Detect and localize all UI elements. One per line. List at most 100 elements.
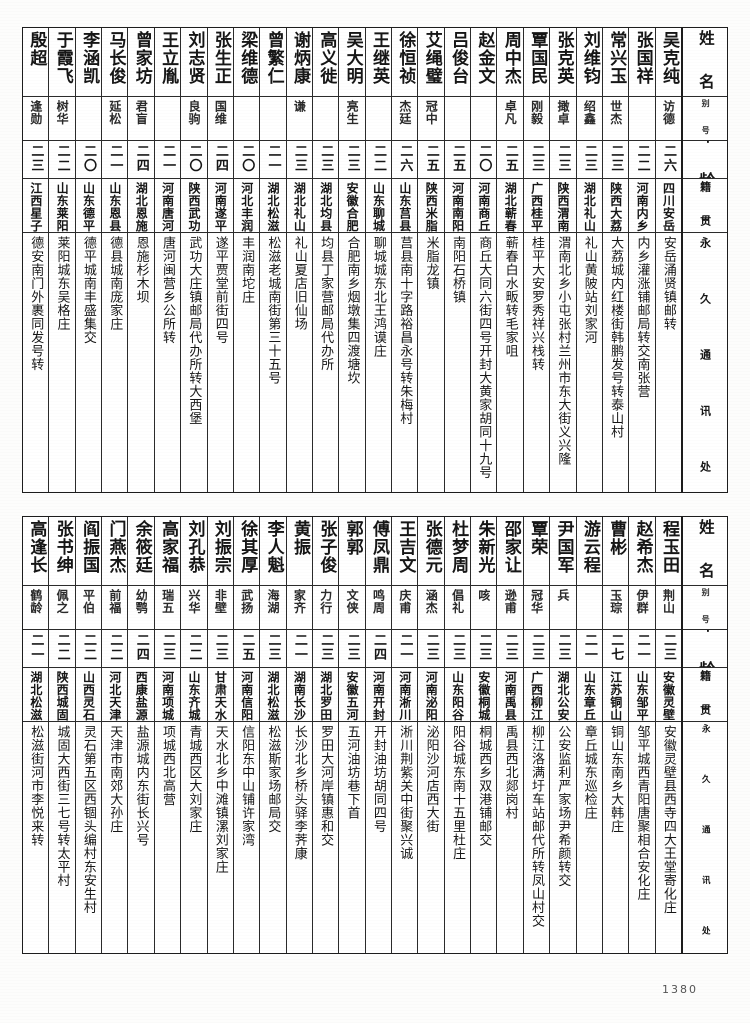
entry-address: 章丘城东巡检庄: [577, 722, 602, 953]
entry-address-text: 松滋斯家场邮局交: [265, 725, 281, 833]
entry-native-place-text: 山东莒县: [397, 182, 412, 232]
entry-name: 高家福: [154, 517, 181, 586]
entry-native-place: 陕西渭南: [550, 179, 576, 233]
entry-name-text: 王立胤: [158, 31, 179, 85]
entry-name: 张德元: [418, 517, 444, 586]
entry-address: 禹县西北郯岗村: [497, 722, 522, 953]
roster-entry-column: 曾家坊 君盲 二四 湖北恩施 恩施杉木坝: [127, 28, 154, 492]
entry-native-place-text: 甘肃天水: [213, 671, 228, 721]
entry-address-text: 商丘大同六街四号开封大黄家胡同十九号: [476, 236, 492, 479]
entry-alias: 幼鹗: [128, 586, 154, 630]
entry-name: 尹国军: [550, 517, 576, 586]
entry-address: 铜山东南乡大韩庄: [603, 722, 628, 953]
entry-address-text: 项城西北高营: [159, 725, 175, 806]
entry-age-text: 二一: [581, 633, 597, 662]
roster-entry-column: 郭郭 文侠 二三 安徽五河 五河油坊巷下首: [338, 517, 365, 953]
entry-alias-text: 家齐: [292, 589, 307, 614]
entry-native-place-text: 安徽桐城: [476, 671, 491, 721]
entry-alias-text: 鹤龄: [28, 589, 43, 614]
entry-alias: 撖卓: [550, 97, 576, 141]
entry-name: 李涵凯: [75, 28, 102, 97]
roster-entry-column: 傅凤鼎 鸣周 二四 河南开封 开封油坊胡同四号: [364, 517, 392, 953]
entry-age-text: 二三: [476, 633, 492, 662]
entry-age: 二三: [23, 141, 49, 179]
entry-age-text: 二三: [555, 633, 571, 662]
entry-age-text: 二二: [107, 633, 123, 662]
roster-entry-column: 张子俊 力行 二三 湖北罗田 罗田大河岸镇惠和交: [311, 517, 339, 953]
roster-table-1: 姓 名 别 号 年 龄 籍 贯 永 久 通 讯 处 吴克纯 访德 二六 四川安岳 安岳涌…: [22, 27, 728, 493]
entry-name-text: 艾绳璧: [421, 31, 442, 85]
entry-name-text: 门燕杰: [105, 520, 126, 574]
entry-native-place: 河南商丘: [471, 179, 497, 233]
entry-age-text: 二二: [54, 633, 70, 662]
entry-native-place: 广西桂平: [523, 179, 550, 233]
entry-age-text: 二〇: [186, 144, 202, 173]
entry-alias-text: 撖卓: [556, 100, 570, 125]
entry-name: 张国祥: [629, 28, 655, 97]
entry-native-place: 山东聊城: [365, 179, 392, 233]
entry-native-place-text: 湖北均县: [318, 182, 333, 232]
entry-native-place-text: 安徽合肥: [345, 182, 360, 232]
entry-name: 余筱廷: [128, 517, 154, 586]
entry-address: 合肥南乡烟墩集四渡塘坎: [339, 233, 364, 492]
entry-age-text: 二三: [608, 144, 624, 173]
entry-alias: 卓凡: [497, 97, 523, 141]
entry-name-text: 殷超: [26, 31, 47, 67]
entry-native-place-text: 湖北礼山: [292, 182, 307, 232]
entry-native-place: 安徽五河: [339, 668, 365, 722]
entry-address-text: 蕲春白水畈转毛家咀: [502, 236, 518, 358]
entry-name: 殷超: [23, 28, 49, 97]
entry-name-text: 覃荣: [527, 520, 548, 556]
entry-age: 二三: [260, 630, 286, 668]
entry-native-place-text: 江西星子: [28, 182, 43, 232]
entry-native-place: 安徽灵壁: [655, 668, 681, 722]
entry-native-place-text: 河南泌阳: [424, 671, 439, 721]
roster-entry-column: 曹彬 玉琮 二七 江苏铜山 铜山东南乡大韩庄: [601, 517, 629, 953]
entry-native-place-text: 湖北恩施: [134, 182, 149, 232]
entry-native-place: 山东恩县: [102, 179, 128, 233]
entry-name: 黄振: [286, 517, 312, 586]
entry-native-place: 陕西大荔: [602, 179, 629, 233]
entry-native-place-text: 安徽灵壁: [661, 671, 676, 721]
entry-name-text: 马长俊: [105, 31, 126, 85]
entry-native-place: 江苏铜山: [602, 668, 629, 722]
entry-address: 渭南北乡小屯张村兰州市东大街义兴隆: [550, 233, 575, 492]
entry-address-text: 莱阳城东吴格庄: [54, 236, 70, 331]
entry-name: 吴克纯: [655, 28, 681, 97]
entry-address-text: 城固大西街三七号转太平村: [54, 725, 70, 887]
entry-alias-text: 逢勋: [28, 100, 43, 125]
entry-alias: 佩之: [49, 586, 75, 630]
roster-entry-column: 刘振宗 非壁 二三 甘肃天水 天水北乡中滩镇漯刘家庄: [206, 517, 233, 953]
entry-native-place-text: 陕西武功: [186, 182, 201, 232]
entry-alias: 瑞五: [154, 586, 181, 630]
roster-entry-column: 阎振国 平伯 二二 山西灵石 灵石第五区西锢头编村东安生村: [74, 517, 102, 953]
entry-native-place-text: 山西灵石: [81, 671, 96, 721]
entry-alias: 良驹: [181, 97, 207, 141]
entry-alias-text: 武扬: [239, 589, 254, 614]
entry-alias: 海湖: [260, 586, 286, 630]
entry-native-place-text: 西康盐源: [134, 671, 149, 721]
entry-address-text: 莒县南十字路裕昌永号转朱梅村: [397, 236, 413, 425]
entry-age-text: 二四: [133, 144, 149, 173]
entry-address-text: 泌阳沙河店西大街: [423, 725, 439, 833]
entry-address-text: 渭南北乡小屯张村兰州市东大街义兴隆: [555, 236, 571, 466]
entry-alias-text: 瑞五: [160, 589, 175, 614]
entry-address: 聊城城东北王鸿谟庄: [366, 233, 391, 492]
entry-name-text: 徐恒祯: [395, 31, 416, 85]
entry-alias-text: 逊甫: [503, 589, 518, 614]
roster-entry-column: 徐其厚 武扬 二五 河南信阳 信阳东中山铺许家湾: [232, 517, 260, 953]
entry-address-text: 盐源城内东街长兴号: [133, 725, 149, 847]
entry-name: 艾绳璧: [418, 28, 444, 97]
entry-age-text: 二三: [212, 633, 228, 662]
entry-address-text: 礼山夏店旧仙场: [291, 236, 307, 331]
entry-age-text: 二三: [265, 633, 281, 662]
entry-native-place-text: 河北丰润: [239, 182, 254, 232]
entry-alias: 君盲: [128, 97, 154, 141]
entry-alias: [154, 97, 181, 141]
entry-name-text: 张德元: [421, 520, 442, 574]
entry-alias: 树华: [49, 97, 75, 141]
entry-age: 二三: [154, 630, 181, 668]
entry-age-text: 二三: [28, 144, 44, 173]
entry-address: 城固大西街三七号转太平村: [49, 722, 74, 953]
entry-alias-text: 谦: [292, 100, 307, 113]
